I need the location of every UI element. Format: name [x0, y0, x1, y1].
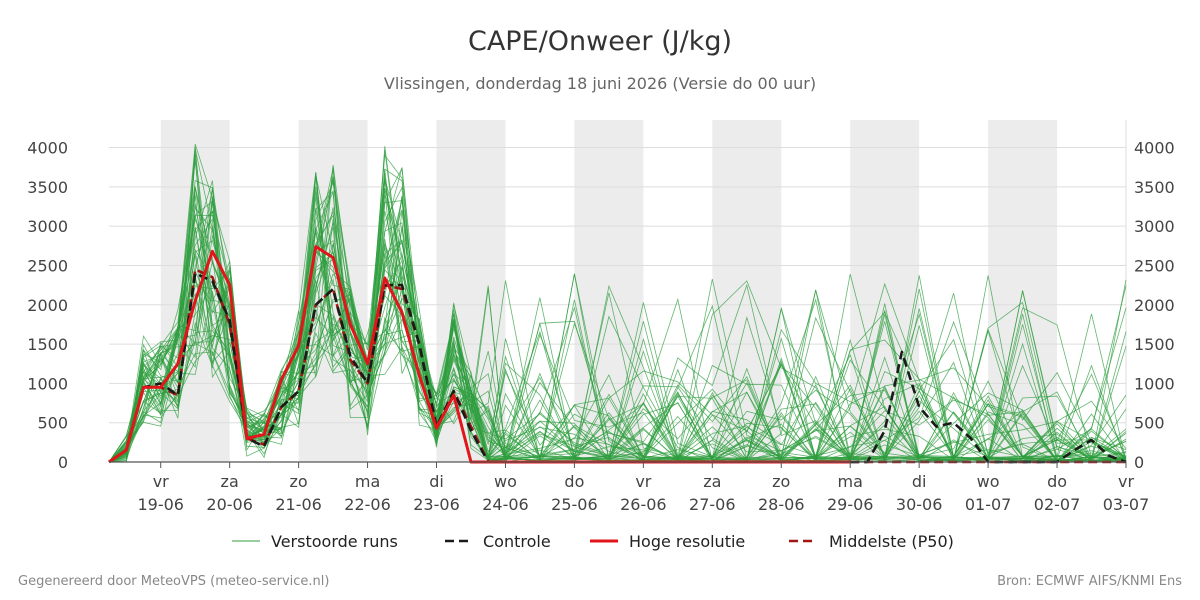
axes: 0 0 500 500 1000 1000 1500 1500 2000 2000 2500 2500… — [27, 139, 1174, 514]
x-tick-day-5: wo — [494, 472, 517, 491]
y-tick-left-3500: 3500 — [27, 178, 68, 197]
x-tick-date-8: 27-06 — [689, 495, 736, 514]
x-tick-day-13: do — [1047, 472, 1067, 491]
legend-label-2: Hoge resolutie — [629, 532, 745, 551]
x-tick-day-6: do — [564, 472, 584, 491]
x-tick-day-4: di — [429, 472, 444, 491]
y-tick-right-2000: 2000 — [1134, 296, 1175, 315]
x-tick-date-12: 01-07 — [965, 495, 1012, 514]
ensemble-member-50 — [108, 186, 1127, 463]
chart-title: CAPE/Onweer (J/kg) — [468, 26, 732, 57]
x-tick-date-13: 02-07 — [1034, 495, 1081, 514]
y-tick-left-0: 0 — [58, 453, 68, 472]
legend-label-3: Middelste (P50) — [829, 532, 954, 551]
x-tick-day-2: zo — [290, 472, 308, 491]
y-tick-right-3000: 3000 — [1134, 217, 1175, 236]
weekend-shading — [160, 120, 1058, 462]
y-tick-left-4000: 4000 — [27, 139, 68, 158]
footer-credit: Gegenereerd door MeteoVPS (meteo-service… — [18, 574, 329, 589]
x-tick-day-9: zo — [772, 472, 790, 491]
y-tick-right-500: 500 — [1134, 414, 1165, 433]
x-tick-date-6: 25-06 — [551, 495, 598, 514]
ensemble-member-41 — [108, 175, 1127, 463]
x-tick-date-10: 29-06 — [827, 495, 874, 514]
ensemble-member-37 — [108, 178, 1127, 463]
x-tick-date-4: 23-06 — [413, 495, 460, 514]
ensemble-member-35 — [108, 178, 1127, 463]
x-tick-date-7: 26-06 — [620, 495, 667, 514]
y-tick-left-2000: 2000 — [27, 296, 68, 315]
y-tick-right-1500: 1500 — [1134, 335, 1175, 354]
y-tick-right-3500: 3500 — [1134, 178, 1175, 197]
x-tick-date-3: 22-06 — [344, 495, 391, 514]
chart-subtitle: Vlissingen, donderdag 18 juni 2026 (Vers… — [384, 74, 816, 93]
x-tick-date-14: 03-07 — [1103, 495, 1150, 514]
footer-source: Bron: ECMWF AIFS/KNMI Ens — [997, 574, 1182, 589]
x-tick-day-10: ma — [838, 472, 863, 491]
x-tick-day-3: ma — [355, 472, 380, 491]
y-tick-right-1000: 1000 — [1134, 374, 1175, 393]
y-tick-left-500: 500 — [37, 414, 68, 433]
x-tick-day-0: vr — [153, 472, 169, 491]
ensemble-member-46 — [108, 218, 1127, 463]
y-tick-left-1500: 1500 — [27, 335, 68, 354]
shade-band-3 — [574, 120, 644, 462]
x-tick-date-2: 21-06 — [275, 495, 322, 514]
ensemble-member-23 — [108, 154, 1127, 463]
x-tick-date-0: 19-06 — [137, 495, 184, 514]
y-tick-right-4000: 4000 — [1134, 139, 1175, 158]
x-tick-day-1: za — [221, 472, 239, 491]
y-tick-left-1000: 1000 — [27, 374, 68, 393]
x-tick-date-1: 20-06 — [206, 495, 253, 514]
x-tick-day-12: wo — [977, 472, 1000, 491]
shade-band-5 — [850, 120, 920, 462]
x-tick-day-14: vr — [1118, 472, 1134, 491]
y-tick-left-3000: 3000 — [27, 217, 68, 236]
legend: Verstoorde runs Controle Hoge resolutie Mid… — [232, 532, 954, 551]
legend-label-0: Verstoorde runs — [271, 532, 398, 551]
y-tick-right-0: 0 — [1134, 453, 1144, 472]
x-tick-date-11: 30-06 — [896, 495, 943, 514]
shade-band-4 — [712, 120, 782, 462]
y-tick-left-2500: 2500 — [27, 256, 68, 275]
legend-label-1: Controle — [483, 532, 551, 551]
y-tick-right-2500: 2500 — [1134, 256, 1175, 275]
x-tick-date-9: 28-06 — [758, 495, 805, 514]
x-tick-day-8: za — [703, 472, 721, 491]
ensemble-member-39 — [108, 203, 1127, 463]
x-tick-day-11: di — [912, 472, 927, 491]
x-tick-date-5: 24-06 — [482, 495, 529, 514]
x-tick-day-7: vr — [635, 472, 651, 491]
